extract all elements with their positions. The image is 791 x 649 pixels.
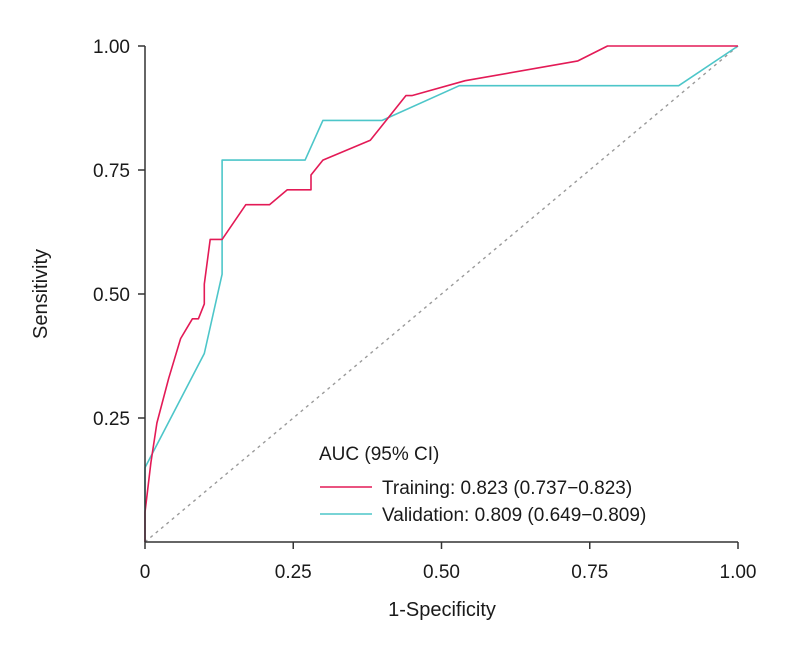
x-axis-title: 1-Specificity [388,599,496,621]
reference-layer [144,45,739,543]
y-tick-label: 0.75 [93,161,130,182]
legend-title: AUC (95% CI) [319,444,439,465]
x-tick-label: 0.50 [423,562,460,583]
y-tick-label: 0.25 [93,409,130,430]
x-tick-label: 0 [140,562,151,583]
series-line-training [144,45,738,542]
x-tick-label: 0.75 [571,562,608,583]
legend: AUC (95% CI) Training: 0.823 (0.737−0.82… [319,444,646,526]
series-layer [144,45,739,542]
legend-label-training: Training: 0.823 (0.737−0.823) [382,478,632,499]
x-tick-label: 0.25 [275,562,312,583]
ticks-layer: 0 0.25 0.50 0.75 1.00 0.25 0.50 0.75 1.00 [93,37,756,583]
x-tick-label: 1.00 [720,562,757,583]
y-axis-title: Sensitivity [30,249,52,339]
y-tick-label: 0.50 [93,285,130,306]
reference-diagonal-line [144,45,739,543]
series-line-validation [144,45,739,542]
legend-label-validation: Validation: 0.809 (0.649−0.809) [382,505,646,526]
y-tick-label: 1.00 [93,37,130,58]
